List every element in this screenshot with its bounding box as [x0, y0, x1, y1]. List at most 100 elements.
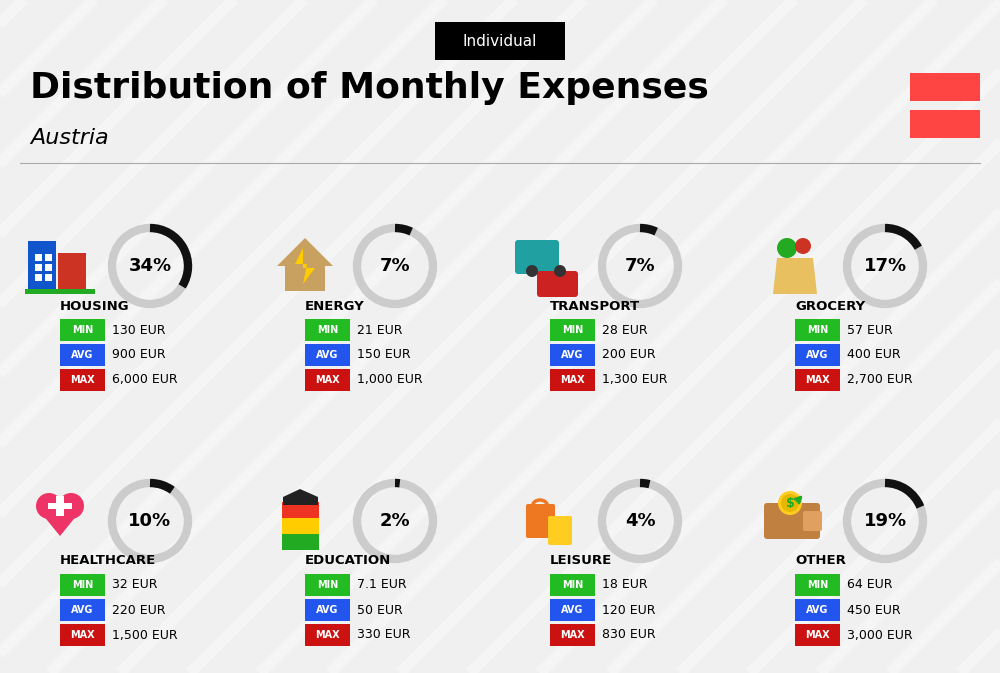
Text: MIN: MIN — [72, 580, 93, 590]
Circle shape — [781, 494, 799, 512]
Text: 120 EUR: 120 EUR — [602, 604, 656, 616]
FancyBboxPatch shape — [48, 503, 72, 509]
Polygon shape — [283, 489, 318, 497]
Text: 10%: 10% — [128, 512, 172, 530]
Text: MIN: MIN — [562, 325, 583, 335]
Circle shape — [778, 491, 802, 515]
Text: MAX: MAX — [70, 375, 95, 385]
FancyBboxPatch shape — [60, 319, 105, 341]
Text: TRANSPORT: TRANSPORT — [550, 299, 640, 312]
FancyBboxPatch shape — [45, 254, 52, 261]
FancyBboxPatch shape — [60, 624, 105, 646]
Text: MAX: MAX — [315, 630, 340, 640]
Text: 220 EUR: 220 EUR — [112, 604, 166, 616]
FancyBboxPatch shape — [35, 254, 42, 261]
Text: 200 EUR: 200 EUR — [602, 349, 656, 361]
Text: 400 EUR: 400 EUR — [847, 349, 901, 361]
Text: $: $ — [786, 497, 794, 509]
Polygon shape — [773, 258, 817, 294]
Polygon shape — [295, 248, 315, 284]
Text: 900 EUR: 900 EUR — [112, 349, 166, 361]
FancyBboxPatch shape — [305, 574, 350, 596]
FancyBboxPatch shape — [803, 511, 822, 531]
Text: Distribution of Monthly Expenses: Distribution of Monthly Expenses — [30, 71, 709, 105]
Text: 64 EUR: 64 EUR — [847, 579, 893, 592]
Text: 18 EUR: 18 EUR — [602, 579, 648, 592]
Text: MAX: MAX — [805, 375, 830, 385]
Text: AVG: AVG — [561, 605, 584, 615]
Text: 19%: 19% — [863, 512, 907, 530]
FancyBboxPatch shape — [305, 369, 350, 391]
Text: Individual: Individual — [463, 34, 537, 50]
FancyBboxPatch shape — [910, 73, 980, 101]
Text: AVG: AVG — [561, 350, 584, 360]
FancyBboxPatch shape — [282, 518, 319, 534]
Text: MAX: MAX — [560, 375, 585, 385]
FancyBboxPatch shape — [550, 624, 595, 646]
FancyBboxPatch shape — [550, 599, 595, 621]
FancyBboxPatch shape — [282, 502, 319, 518]
FancyBboxPatch shape — [56, 496, 64, 516]
Polygon shape — [277, 238, 333, 266]
Text: AVG: AVG — [316, 605, 339, 615]
FancyBboxPatch shape — [35, 274, 42, 281]
FancyBboxPatch shape — [795, 369, 840, 391]
Text: MAX: MAX — [560, 630, 585, 640]
Text: 830 EUR: 830 EUR — [602, 629, 656, 641]
FancyBboxPatch shape — [795, 599, 840, 621]
Text: EDUCATION: EDUCATION — [305, 555, 391, 567]
Circle shape — [36, 493, 62, 519]
FancyBboxPatch shape — [45, 264, 52, 271]
FancyBboxPatch shape — [283, 497, 318, 505]
FancyBboxPatch shape — [60, 344, 105, 366]
Text: 7%: 7% — [380, 257, 410, 275]
Text: MIN: MIN — [562, 580, 583, 590]
Text: 32 EUR: 32 EUR — [112, 579, 158, 592]
Polygon shape — [38, 509, 82, 536]
Text: AVG: AVG — [71, 605, 94, 615]
Text: 21 EUR: 21 EUR — [357, 324, 402, 336]
Text: AVG: AVG — [316, 350, 339, 360]
FancyBboxPatch shape — [305, 599, 350, 621]
Text: 7.1 EUR: 7.1 EUR — [357, 579, 407, 592]
FancyBboxPatch shape — [764, 503, 820, 539]
Text: MIN: MIN — [72, 325, 93, 335]
Text: LEISURE: LEISURE — [550, 555, 612, 567]
Text: 450 EUR: 450 EUR — [847, 604, 901, 616]
Text: HOUSING: HOUSING — [60, 299, 130, 312]
Text: AVG: AVG — [806, 605, 829, 615]
FancyBboxPatch shape — [35, 264, 42, 271]
Circle shape — [777, 238, 797, 258]
Text: Austria: Austria — [30, 128, 109, 148]
Circle shape — [795, 238, 811, 254]
FancyBboxPatch shape — [28, 241, 56, 291]
Text: AVG: AVG — [806, 350, 829, 360]
FancyBboxPatch shape — [795, 344, 840, 366]
Text: MIN: MIN — [317, 580, 338, 590]
Text: MAX: MAX — [70, 630, 95, 640]
Text: 330 EUR: 330 EUR — [357, 629, 411, 641]
Text: 28 EUR: 28 EUR — [602, 324, 648, 336]
Text: MIN: MIN — [317, 325, 338, 335]
FancyBboxPatch shape — [910, 110, 980, 138]
Text: 1,000 EUR: 1,000 EUR — [357, 374, 423, 386]
Text: 2,700 EUR: 2,700 EUR — [847, 374, 913, 386]
Circle shape — [526, 265, 538, 277]
FancyBboxPatch shape — [285, 263, 325, 291]
FancyBboxPatch shape — [60, 574, 105, 596]
FancyBboxPatch shape — [60, 599, 105, 621]
Text: 4%: 4% — [625, 512, 655, 530]
Text: 130 EUR: 130 EUR — [112, 324, 166, 336]
Text: 3,000 EUR: 3,000 EUR — [847, 629, 913, 641]
Text: AVG: AVG — [71, 350, 94, 360]
Text: MIN: MIN — [807, 325, 828, 335]
FancyBboxPatch shape — [550, 344, 595, 366]
FancyBboxPatch shape — [435, 22, 565, 60]
FancyBboxPatch shape — [45, 274, 52, 281]
FancyBboxPatch shape — [58, 253, 86, 291]
FancyBboxPatch shape — [305, 624, 350, 646]
FancyBboxPatch shape — [305, 344, 350, 366]
Text: OTHER: OTHER — [795, 555, 846, 567]
FancyBboxPatch shape — [282, 534, 319, 550]
Text: 17%: 17% — [863, 257, 907, 275]
